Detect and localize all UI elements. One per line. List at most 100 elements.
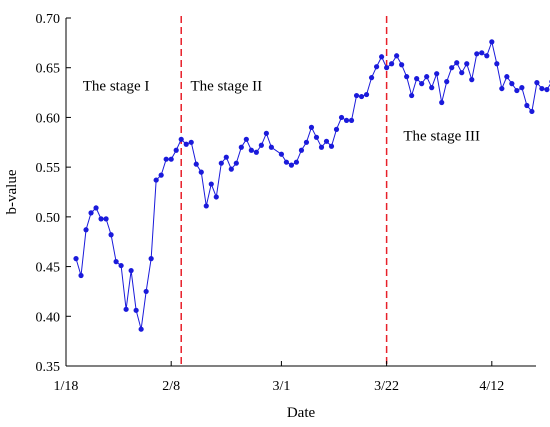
data-point (358, 93, 365, 100)
data-point (484, 53, 490, 59)
data-point (469, 77, 475, 83)
data-point (148, 256, 154, 262)
data-point (389, 61, 395, 67)
data-point (83, 227, 89, 233)
stage-label: The stage II (190, 79, 262, 95)
y-tick-label: 0.40 (36, 310, 61, 325)
plot-frame (65, 18, 536, 367)
series-line-group (73, 39, 550, 332)
data-point (203, 203, 209, 209)
annotations: The stage I The stage II The stage III (83, 79, 480, 145)
data-point (474, 51, 480, 57)
data-point (208, 181, 214, 187)
data-point (464, 61, 470, 67)
data-point (313, 134, 320, 140)
data-point (268, 144, 274, 150)
data-point (494, 61, 500, 67)
data-point (158, 172, 164, 178)
data-point (223, 154, 229, 160)
data-point (499, 85, 505, 92)
data-point (454, 60, 460, 66)
y-axis-ticks: 0.35 0.40 0.45 0.50 0.55 0.60 0.65 0.70 (36, 12, 71, 375)
y-tick-label: 0.65 (36, 62, 61, 77)
data-point (193, 161, 199, 167)
data-point (419, 81, 425, 87)
data-point (98, 216, 104, 222)
data-point (524, 102, 530, 109)
data-point (424, 74, 430, 80)
x-tick-label: 3/1 (272, 379, 290, 394)
data-point (539, 85, 545, 92)
data-point (128, 267, 134, 274)
data-point (429, 85, 435, 91)
y-axis-title: b-value (4, 169, 20, 214)
data-point (328, 143, 335, 149)
data-point (258, 142, 264, 148)
data-point (479, 50, 485, 56)
data-point (283, 159, 290, 165)
data-point (384, 65, 390, 71)
x-tick-label: 3/22 (374, 379, 399, 394)
data-point (73, 256, 79, 262)
stage-label: The stage I (83, 79, 150, 95)
y-tick-label: 0.35 (36, 360, 61, 375)
data-point (143, 288, 149, 295)
data-point (293, 159, 300, 165)
data-point (153, 177, 159, 183)
data-point (509, 81, 515, 87)
y-tick-label: 0.50 (36, 211, 61, 226)
data-point (138, 326, 144, 332)
dividers (180, 16, 388, 366)
y-tick-label: 0.55 (36, 161, 61, 176)
data-point (439, 99, 445, 106)
data-point (529, 108, 535, 115)
data-point (308, 124, 315, 130)
data-point (78, 272, 84, 279)
data-point (333, 126, 340, 132)
x-tick-label: 1/18 (54, 379, 79, 394)
data-point (353, 92, 360, 99)
data-point (343, 117, 350, 124)
data-point (318, 144, 325, 150)
y-tick-label: 0.70 (36, 12, 61, 27)
x-axis-ticks: 1/182/83/13/224/125/3 (54, 361, 504, 394)
data-point (163, 156, 169, 162)
data-point (228, 166, 234, 172)
data-point (178, 136, 184, 142)
data-point (379, 54, 385, 60)
data-point (278, 151, 285, 157)
data-point (363, 91, 370, 98)
x-axis-title: Date (287, 405, 316, 421)
data-point (303, 139, 310, 145)
data-point (298, 147, 305, 153)
data-point (323, 138, 330, 144)
data-point (544, 86, 550, 93)
data-point (534, 80, 540, 86)
data-point (409, 92, 415, 99)
data-point (434, 71, 440, 77)
data-point (213, 194, 219, 200)
data-point (288, 162, 295, 168)
data-point (218, 160, 224, 166)
data-point (373, 64, 380, 70)
data-point (399, 62, 405, 68)
data-point (338, 114, 345, 121)
data-point (489, 39, 495, 45)
data-point (173, 147, 179, 153)
data-point (93, 205, 99, 211)
stage-label: The stage III (403, 128, 480, 144)
data-point (108, 232, 114, 238)
data-point (133, 307, 139, 313)
data-point (103, 216, 109, 222)
data-point (253, 149, 259, 155)
data-point (394, 53, 400, 59)
data-point (368, 75, 375, 81)
data-point (88, 210, 94, 216)
data-point (444, 79, 450, 85)
data-point (263, 130, 269, 136)
data-point (459, 70, 465, 76)
data-point (449, 65, 455, 71)
data-point (414, 76, 420, 82)
data-point (238, 144, 244, 150)
